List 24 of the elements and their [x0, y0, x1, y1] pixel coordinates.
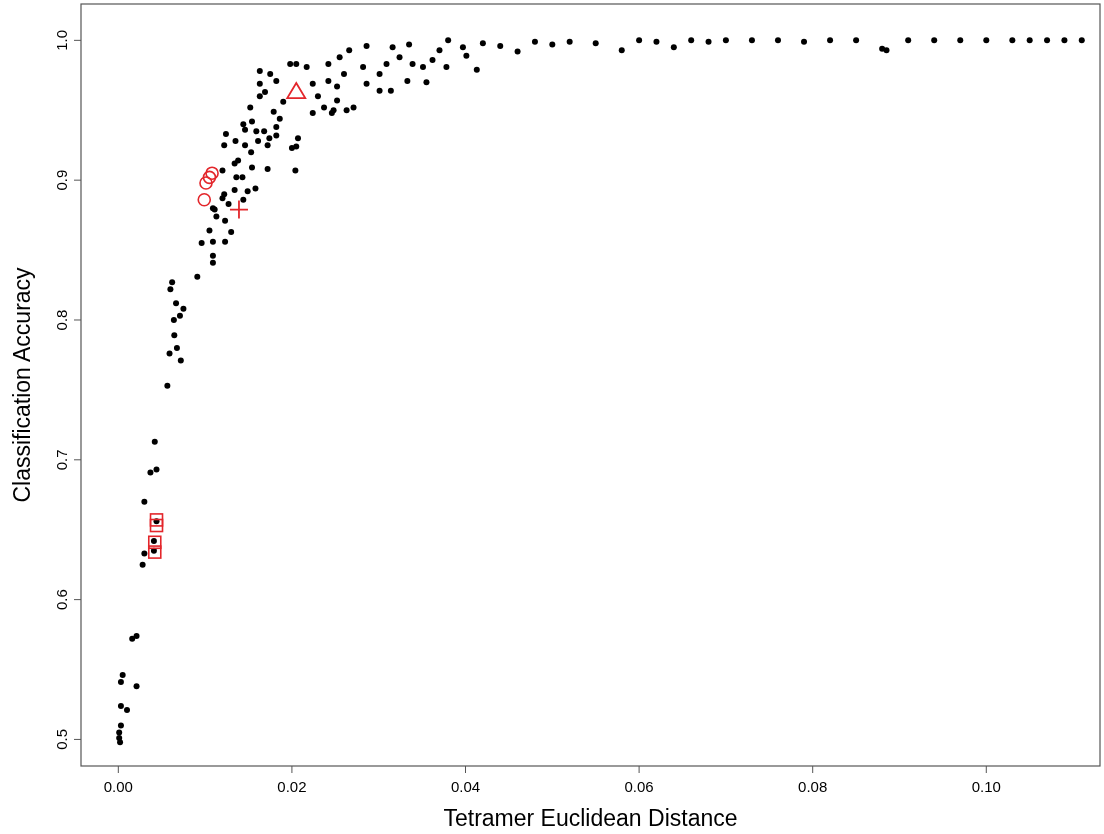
point — [286, 82, 307, 99]
y-tick-label: 0.9 — [53, 169, 70, 191]
x-tick-label: 0.00 — [103, 778, 133, 795]
x-tick-label: 0.10 — [971, 778, 1001, 795]
y-tick-label: 1.0 — [53, 29, 70, 51]
point — [197, 192, 212, 207]
y-axis-title: Classification Accuracy — [9, 266, 35, 503]
point — [149, 518, 164, 533]
y-tick-label: 0.5 — [53, 729, 70, 750]
point — [199, 176, 213, 190]
x-tick-label: 0.02 — [277, 778, 307, 795]
x-tick-label: 0.08 — [798, 778, 828, 795]
point — [147, 535, 162, 550]
point — [147, 545, 162, 559]
y-tick-label: 0.7 — [53, 449, 70, 471]
point — [149, 513, 164, 527]
x-tick-label: 0.04 — [450, 778, 481, 795]
point — [202, 170, 217, 185]
point — [229, 199, 249, 220]
y-tick-label: 0.8 — [53, 309, 70, 331]
x-axis-title: Tetramer Euclidean Distance — [443, 805, 738, 831]
x-tick-label: 0.06 — [624, 778, 654, 795]
y-tick-label: 0.6 — [53, 589, 70, 611]
point — [205, 166, 219, 180]
